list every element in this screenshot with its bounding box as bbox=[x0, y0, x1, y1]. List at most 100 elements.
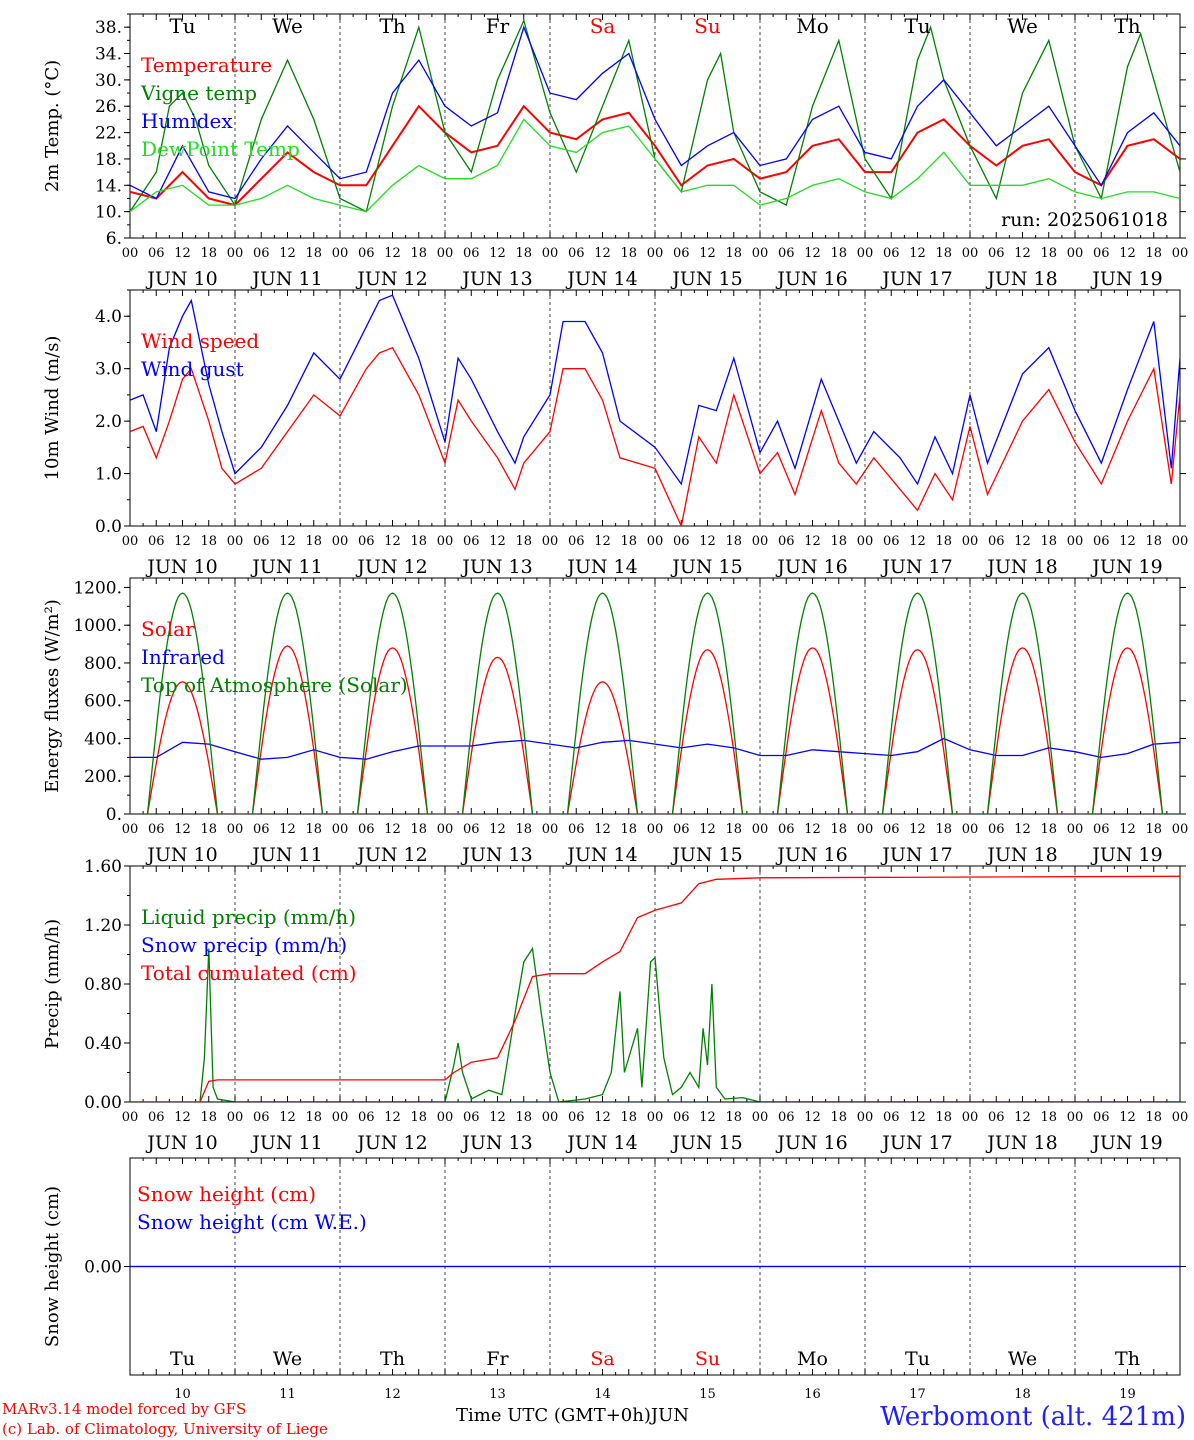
hour-tick-label: 00 bbox=[857, 534, 874, 549]
hour-tick-label: 06 bbox=[883, 822, 900, 837]
y-tick-label: 1.0 bbox=[95, 465, 122, 485]
legend-entry: Total cumulated (cm) bbox=[141, 961, 357, 985]
weekday-label: We bbox=[272, 14, 303, 38]
y-axis-label: 10m Wind (m/s) bbox=[42, 336, 63, 481]
hour-tick-label: 12 bbox=[909, 246, 926, 261]
date-label: JUN 19 bbox=[1090, 556, 1162, 578]
hour-tick-label: 00 bbox=[332, 822, 349, 837]
hour-tick-label: 00 bbox=[542, 1110, 559, 1125]
month-label: JUN bbox=[650, 1405, 690, 1426]
weekday-label: Fr bbox=[486, 14, 510, 38]
day-number-label: 18 bbox=[1014, 1387, 1031, 1402]
run-annotation: run: 2025061018 bbox=[1001, 209, 1168, 231]
hour-tick-label: 06 bbox=[568, 246, 585, 261]
hour-tick-label: 18 bbox=[515, 246, 532, 261]
date-label: JUN 11 bbox=[250, 268, 322, 290]
hour-tick-label: 18 bbox=[1145, 1110, 1162, 1125]
hour-tick-label: 18 bbox=[1145, 246, 1162, 261]
hour-tick-label: 12 bbox=[174, 246, 191, 261]
hour-tick-label: 00 bbox=[647, 246, 664, 261]
y-tick-label: 38. bbox=[95, 18, 122, 38]
hour-tick-label: 06 bbox=[778, 246, 795, 261]
hour-tick-label: 18 bbox=[935, 534, 952, 549]
legend-entry: Snow precip (mm/h) bbox=[141, 933, 347, 957]
hour-tick-label: 12 bbox=[174, 1110, 191, 1125]
date-label: JUN 12 bbox=[355, 556, 427, 578]
hour-tick-label: 12 bbox=[174, 534, 191, 549]
date-label: JUN 16 bbox=[775, 844, 847, 866]
date-label: JUN 12 bbox=[355, 1132, 427, 1154]
hour-tick-label: 18 bbox=[1145, 534, 1162, 549]
hour-tick-label: 06 bbox=[673, 246, 690, 261]
hour-tick-label: 18 bbox=[620, 534, 637, 549]
y-tick-label: 34. bbox=[95, 45, 122, 65]
hour-tick-label: 06 bbox=[883, 534, 900, 549]
date-label: JUN 12 bbox=[355, 844, 427, 866]
hour-tick-label: 12 bbox=[489, 246, 506, 261]
hour-tick-label: 00 bbox=[1172, 534, 1189, 549]
day-number-label: 19 bbox=[1119, 1387, 1136, 1402]
hour-tick-label: 06 bbox=[358, 822, 375, 837]
date-label: JUN 14 bbox=[565, 844, 637, 866]
hour-tick-label: 00 bbox=[437, 1110, 454, 1125]
hour-tick-label: 06 bbox=[253, 534, 270, 549]
hour-tick-label: 18 bbox=[515, 1110, 532, 1125]
hour-tick-label: 12 bbox=[909, 1110, 926, 1125]
hour-tick-label: 00 bbox=[857, 246, 874, 261]
y-tick-label: 6. bbox=[106, 229, 122, 249]
hour-tick-label: 18 bbox=[515, 534, 532, 549]
hour-tick-label: 00 bbox=[1067, 1110, 1084, 1125]
hour-tick-label: 00 bbox=[962, 1110, 979, 1125]
hour-tick-label: 18 bbox=[410, 534, 427, 549]
hour-tick-label: 12 bbox=[699, 1110, 716, 1125]
legend-entry: Liquid precip (mm/h) bbox=[141, 905, 356, 929]
y-tick-label: 10. bbox=[95, 203, 122, 223]
weekday-label: Th bbox=[1115, 1348, 1140, 1370]
weekday-label: Tu bbox=[904, 14, 930, 38]
hour-tick-label: 18 bbox=[1040, 534, 1057, 549]
hour-tick-label: 18 bbox=[410, 822, 427, 837]
series-line bbox=[130, 946, 1180, 1102]
hour-tick-label: 06 bbox=[568, 822, 585, 837]
hour-tick-label: 12 bbox=[489, 534, 506, 549]
hour-tick-label: 18 bbox=[830, 246, 847, 261]
series-line bbox=[130, 346, 1180, 526]
hour-tick-label: 06 bbox=[148, 822, 165, 837]
hour-tick-label: 18 bbox=[935, 246, 952, 261]
hour-tick-label: 12 bbox=[1014, 1110, 1031, 1125]
hour-tick-label: 06 bbox=[568, 534, 585, 549]
hour-tick-label: 06 bbox=[463, 246, 480, 261]
hour-tick-label: 06 bbox=[358, 246, 375, 261]
hour-tick-label: 18 bbox=[1040, 246, 1057, 261]
hour-tick-label: 06 bbox=[463, 822, 480, 837]
date-label: JUN 10 bbox=[145, 1132, 217, 1154]
y-tick-label: 2.0 bbox=[95, 412, 122, 432]
hour-tick-label: 00 bbox=[752, 1110, 769, 1125]
hour-tick-label: 18 bbox=[1040, 822, 1057, 837]
weekday-label: Mo bbox=[797, 1348, 828, 1370]
date-label: JUN 12 bbox=[355, 268, 427, 290]
hour-tick-label: 06 bbox=[1093, 1110, 1110, 1125]
date-label: JUN 16 bbox=[775, 556, 847, 578]
model-credit: MARv3.14 model forced by GFS bbox=[2, 1400, 247, 1418]
hour-tick-label: 12 bbox=[384, 1110, 401, 1125]
hour-tick-label: 00 bbox=[647, 1110, 664, 1125]
hour-tick-label: 06 bbox=[1093, 246, 1110, 261]
hour-tick-label: 12 bbox=[804, 534, 821, 549]
y-tick-label: 800. bbox=[84, 654, 122, 674]
date-label: JUN 10 bbox=[145, 268, 217, 290]
date-label: JUN 19 bbox=[1090, 844, 1162, 866]
hour-tick-label: 18 bbox=[725, 822, 742, 837]
hour-tick-label: 06 bbox=[463, 534, 480, 549]
hour-tick-label: 18 bbox=[830, 534, 847, 549]
hour-tick-label: 00 bbox=[647, 534, 664, 549]
weekday-label: We bbox=[273, 1348, 302, 1370]
date-label: JUN 15 bbox=[670, 844, 742, 866]
hour-tick-label: 18 bbox=[1040, 1110, 1057, 1125]
weekday-label: Su bbox=[694, 14, 721, 38]
hour-tick-label: 12 bbox=[699, 822, 716, 837]
hour-tick-label: 12 bbox=[594, 1110, 611, 1125]
y-tick-label: 0.0 bbox=[95, 517, 122, 537]
hour-tick-label: 00 bbox=[122, 246, 139, 261]
date-label: JUN 11 bbox=[250, 844, 322, 866]
